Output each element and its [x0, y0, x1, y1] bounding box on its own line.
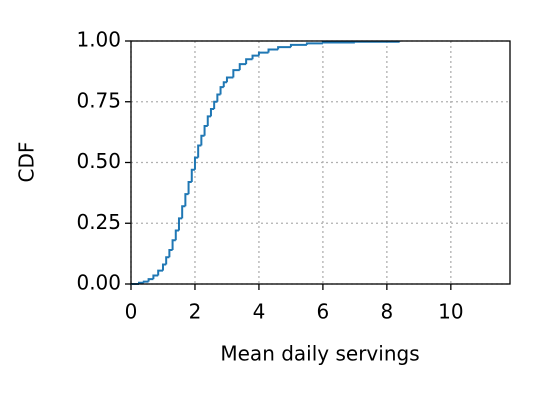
cdf-step	[251, 54, 259, 60]
cdf-step	[206, 115, 211, 127]
cdf-step	[203, 125, 208, 136]
cdf-step	[184, 193, 189, 207]
cdf-step	[353, 40, 400, 43]
x-tick-label: 8	[380, 300, 393, 324]
cdf-step	[200, 134, 205, 146]
cdf-step	[174, 229, 179, 241]
cdf-step	[209, 108, 215, 117]
cdf-step	[147, 278, 154, 282]
cdf-step	[187, 180, 192, 195]
cdf-step	[177, 217, 183, 231]
x-tick-label: 2	[189, 300, 202, 324]
cdf-step	[168, 248, 173, 258]
cdf-step	[238, 63, 247, 71]
cdf-step	[165, 256, 170, 265]
cdf-step	[213, 100, 218, 110]
cdf-step	[267, 48, 279, 53]
cdf-step	[152, 274, 159, 280]
cdf-step	[142, 280, 149, 283]
cdf-step	[171, 239, 176, 250]
cdf-step	[289, 43, 307, 48]
cdf-step	[181, 205, 186, 219]
cdf-step	[222, 81, 227, 88]
cdf-step	[305, 42, 323, 45]
cdf-step	[193, 156, 199, 170]
x-tick-label: 4	[253, 300, 266, 324]
x-axis-label: Mean daily servings	[220, 342, 419, 366]
cdf-step	[161, 263, 167, 271]
cdf-step	[225, 76, 234, 83]
cdf-step	[157, 269, 163, 276]
x-tick-label: 6	[317, 300, 330, 324]
cdf-step	[190, 168, 195, 182]
cdf-step	[219, 86, 224, 95]
cdf-step	[321, 41, 355, 44]
y-tick-label: 1.00	[76, 28, 121, 52]
cdf-step	[257, 51, 269, 56]
y-tick-label: 0.00	[76, 271, 121, 295]
y-tick-label: 0.50	[76, 149, 121, 173]
cdf-step	[277, 46, 291, 50]
cdf-step	[232, 69, 240, 78]
y-tick-label: 0.25	[76, 210, 121, 234]
y-axis-label: CDF	[15, 142, 39, 183]
cdf-step	[197, 144, 202, 158]
cdf-step	[216, 93, 221, 102]
plot-frame	[130, 40, 511, 285]
y-tick-label: 0.75	[76, 88, 121, 112]
cdf-step	[245, 58, 253, 65]
x-tick-label: 0	[125, 300, 138, 324]
x-tick-label: 10	[438, 300, 463, 324]
